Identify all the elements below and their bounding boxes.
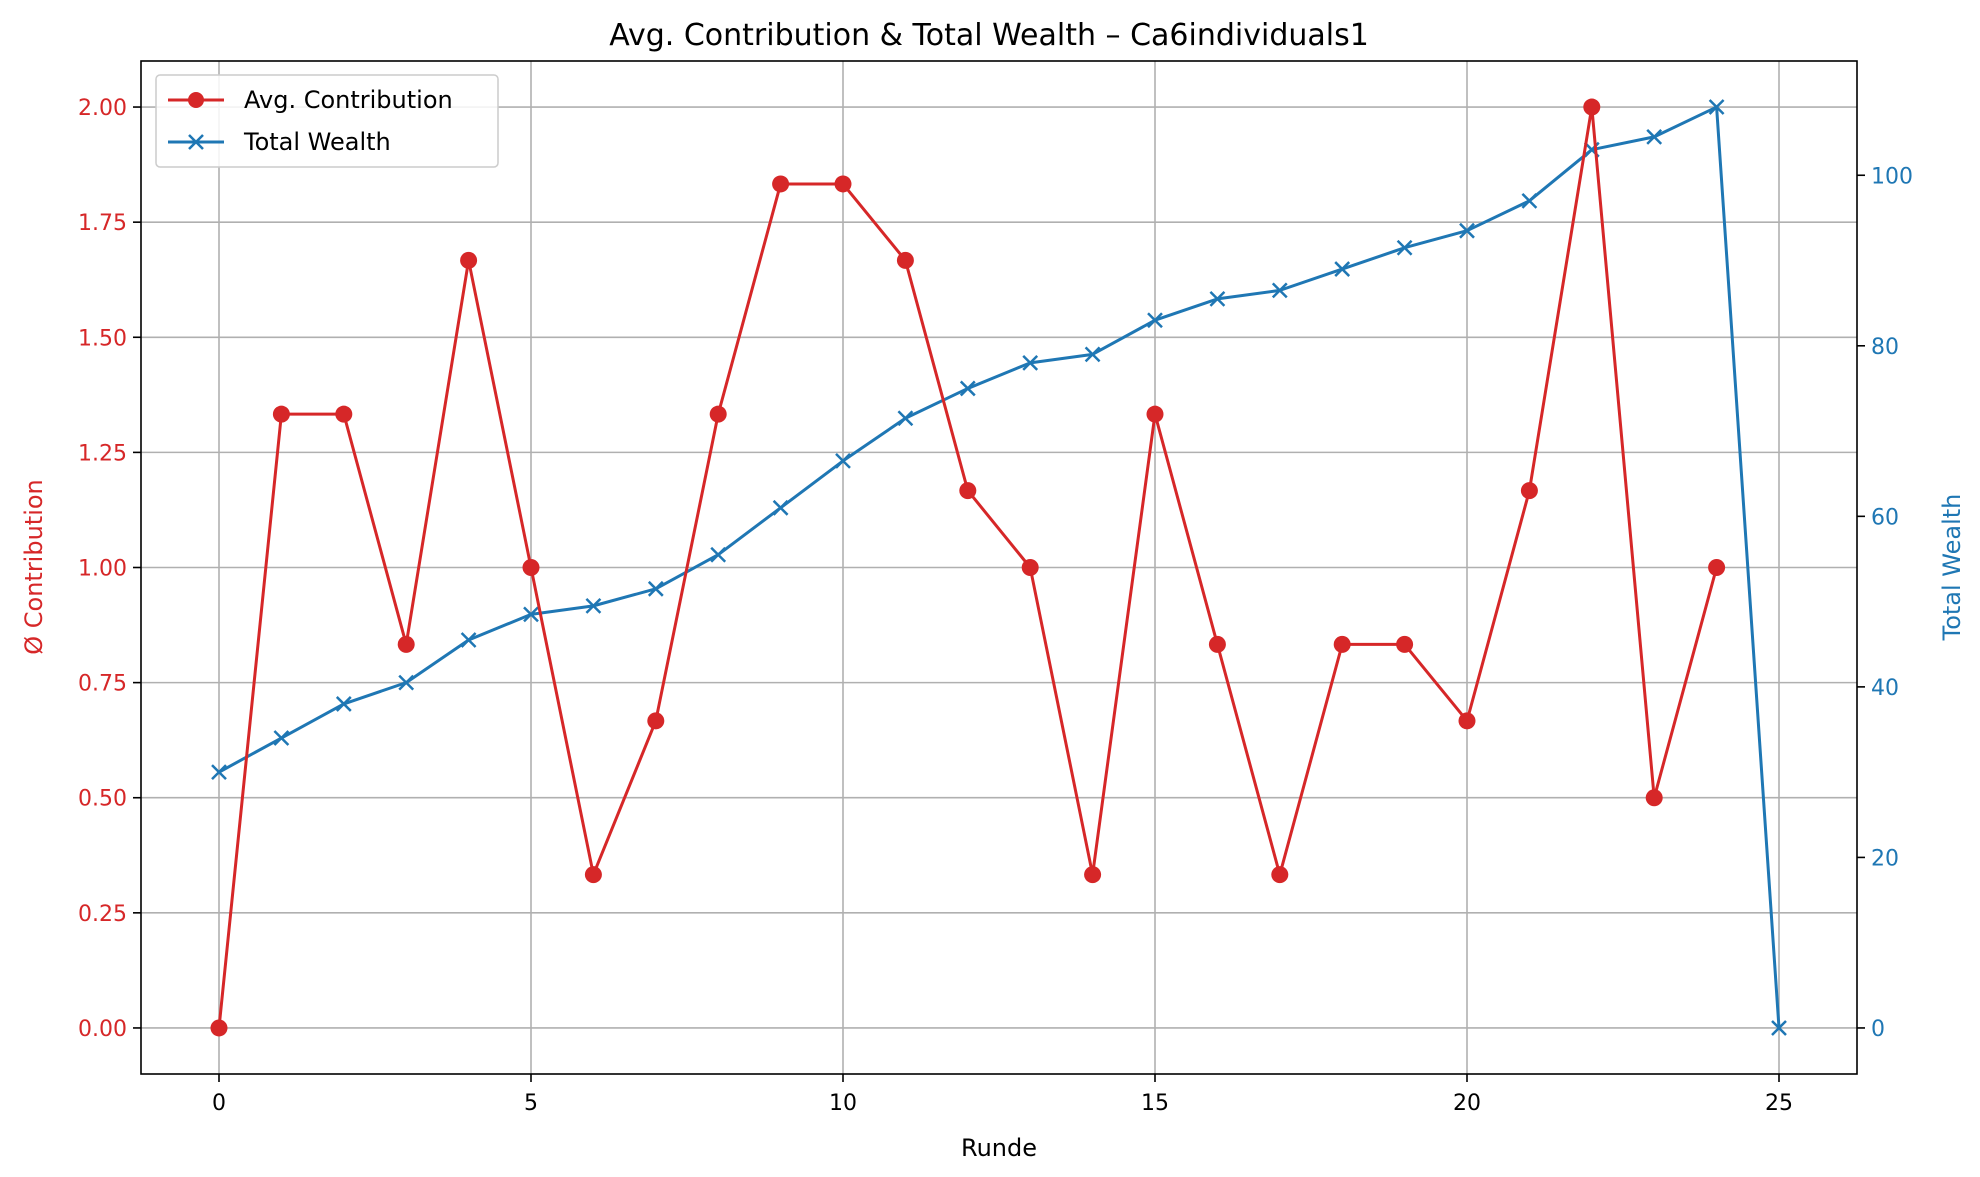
data-point-avg-contribution: [959, 482, 977, 500]
y-left-tick-label: 0.25: [78, 902, 127, 927]
data-point-avg-contribution: [1021, 559, 1039, 576]
data-point-total-wealth: [335, 696, 352, 712]
data-point-total-wealth: [1147, 312, 1163, 329]
legend-marker-wealth: [188, 134, 204, 150]
data-point-avg-contribution: [1084, 866, 1102, 884]
data-point-avg-contribution: [772, 175, 790, 193]
y-left-tick-label: 0.00: [78, 1017, 127, 1042]
legend-marker-contribution: [188, 92, 204, 108]
data-point-total-wealth: [959, 380, 976, 397]
x-tick-label: 25: [1765, 1091, 1793, 1116]
data-point-total-wealth: [1771, 1020, 1787, 1036]
y-left-tick-label: 0.50: [78, 787, 127, 812]
data-point-total-wealth: [1084, 346, 1101, 363]
chart-title: Avg. Contribution & Total Wealth – Ca6in…: [609, 18, 1369, 53]
y-left-tick-label: 1.00: [78, 557, 127, 582]
data-point-total-wealth: [211, 764, 227, 781]
legend: Avg. Contribution Total Wealth: [155, 74, 499, 168]
data-point-total-wealth: [1209, 291, 1226, 307]
data-point-avg-contribution: [522, 559, 540, 576]
data-point-avg-contribution: [1458, 712, 1476, 730]
data-point-avg-contribution: [1520, 482, 1538, 500]
data-point-avg-contribution: [1146, 405, 1164, 423]
y-right-tick-label: 60: [1871, 505, 1899, 530]
x-tick-label: 10: [829, 1091, 857, 1116]
data-point-total-wealth: [1334, 261, 1351, 277]
data-point-avg-contribution: [1333, 635, 1351, 653]
x-axis: 0 5 10 15 20 25: [212, 1074, 1793, 1116]
y-axis-right: 0 20 40 60 80 100: [1857, 164, 1913, 1042]
data-point-total-wealth: [398, 674, 415, 691]
data-point-total-wealth: [1396, 239, 1413, 256]
grid: [141, 61, 1857, 1074]
legend-box: [155, 74, 499, 168]
y-right-tick-label: 40: [1871, 676, 1899, 701]
y-right-tick-label: 80: [1871, 335, 1899, 360]
y-axis-left: 0.00 0.25 0.50 0.75 1.00 1.25 1.50 1.75 2.00: [78, 96, 141, 1042]
data-point-total-wealth: [273, 730, 290, 746]
x-tick-label: 0: [212, 1091, 226, 1116]
y-left-tick-label: 2.00: [78, 96, 127, 121]
data-point-avg-contribution: [1708, 559, 1726, 576]
data-point-avg-contribution: [1396, 635, 1414, 653]
x-tick-label: 20: [1453, 1091, 1481, 1116]
data-point-total-wealth: [647, 580, 664, 597]
data-point-avg-contribution: [210, 1019, 228, 1037]
data-point-avg-contribution: [272, 405, 290, 423]
data-point-total-wealth: [772, 499, 789, 516]
data-point-avg-contribution: [584, 866, 602, 884]
y-axis-left-label: Ø Contribution: [20, 479, 48, 655]
x-tick-label: 5: [524, 1091, 538, 1116]
data-point-avg-contribution: [397, 635, 415, 653]
data-point-total-wealth: [1271, 282, 1288, 299]
y-right-tick-label: 20: [1871, 846, 1899, 871]
data-point-total-wealth: [1459, 222, 1475, 239]
data-point-avg-contribution: [460, 251, 478, 269]
y-left-tick-label: 1.25: [78, 441, 127, 466]
data-point-total-wealth: [1646, 129, 1663, 145]
data-point-total-wealth: [585, 597, 602, 614]
data-point-avg-contribution: [335, 405, 353, 423]
y-left-tick-label: 1.50: [78, 326, 127, 351]
series-line-total-wealth: [218, 105, 1781, 1029]
series-layer: [210, 98, 1787, 1037]
data-point-total-wealth: [897, 410, 914, 427]
data-point-avg-contribution: [1645, 789, 1663, 807]
data-point-total-wealth: [523, 606, 539, 623]
y-right-tick-label: 0: [1871, 1017, 1885, 1042]
data-point-avg-contribution: [1583, 98, 1601, 116]
data-point-total-wealth: [710, 546, 727, 563]
data-point-avg-contribution: [834, 175, 852, 193]
data-point-avg-contribution: [1208, 635, 1226, 653]
data-point-total-wealth: [1521, 192, 1538, 209]
data-point-total-wealth: [1708, 99, 1725, 115]
data-point-total-wealth: [1022, 354, 1039, 371]
legend-label-wealth: Total Wealth: [243, 128, 391, 156]
x-tick-label: 15: [1141, 1091, 1169, 1116]
x-axis-label: Runde: [961, 1134, 1037, 1162]
y-left-tick-label: 0.75: [78, 672, 127, 697]
data-point-avg-contribution: [1271, 866, 1289, 884]
y-right-tick-label: 100: [1871, 164, 1913, 189]
legend-label-contribution: Avg. Contribution: [244, 86, 453, 114]
data-point-avg-contribution: [709, 405, 727, 423]
data-point-avg-contribution: [896, 251, 914, 269]
data-point-total-wealth: [835, 453, 851, 469]
data-point-total-wealth: [460, 632, 477, 648]
y-left-tick-label: 1.75: [78, 211, 127, 236]
data-point-avg-contribution: [647, 712, 665, 730]
y-axis-right-label: Total Wealth: [1938, 494, 1966, 642]
